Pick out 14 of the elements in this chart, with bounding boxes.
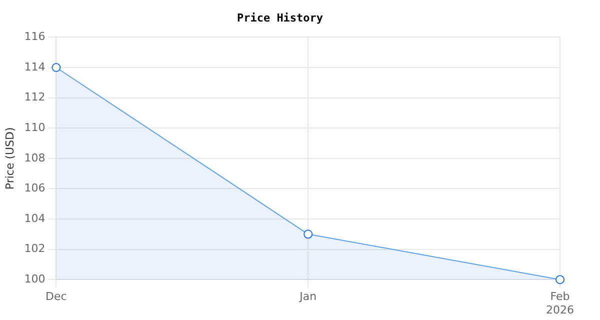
y-tick-label: 114 [24, 60, 46, 74]
y-tick-label: 116 [24, 30, 46, 44]
y-tick-label: 102 [24, 242, 46, 256]
x-tick-label: Jan [298, 290, 317, 304]
y-tick-label: 112 [24, 90, 46, 104]
x-tick-label: Dec [46, 290, 67, 304]
y-tick-label: 104 [24, 212, 46, 225]
y-tick-label: 110 [24, 120, 46, 134]
y-axis-title: Price (USD) [3, 127, 16, 190]
y-tick-label: 106 [24, 182, 46, 195]
y-tick-label: 100 [24, 272, 46, 286]
y-tick-label: 108 [24, 151, 46, 164]
x-tick-label: Feb 2026 [546, 290, 574, 316]
chart-title: Price History [236, 11, 324, 24]
